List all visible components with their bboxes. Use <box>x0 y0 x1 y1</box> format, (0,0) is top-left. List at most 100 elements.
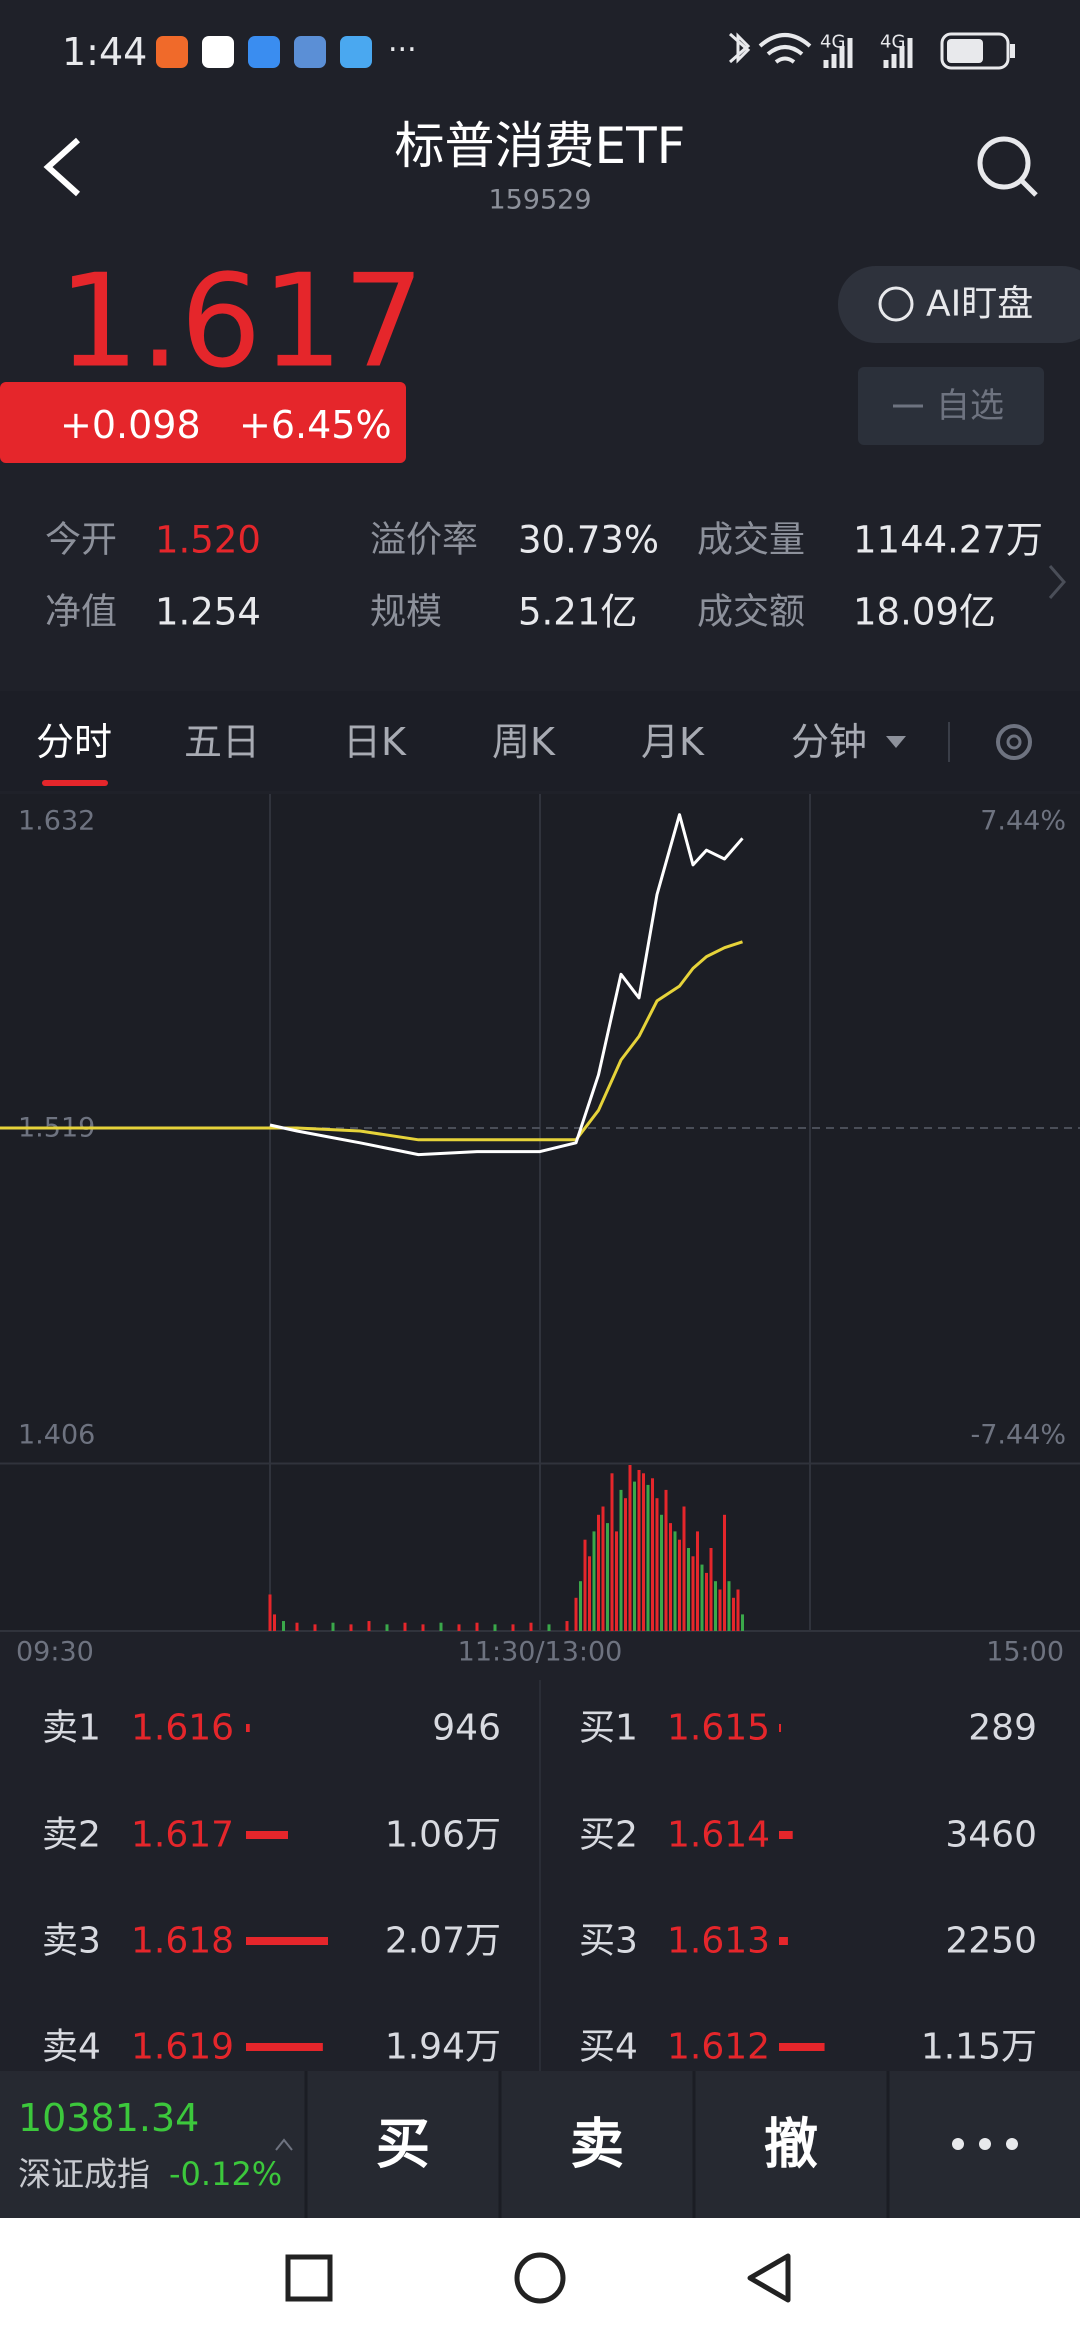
book-volume-bar <box>246 2043 323 2051</box>
volume-bar <box>691 1556 695 1631</box>
volume-bar <box>403 1622 407 1631</box>
volume-bar <box>655 1498 659 1631</box>
battery-tip <box>1010 44 1015 58</box>
watch-button[interactable]: 自选 <box>858 367 1044 445</box>
action-buttons: 买卖撤 <box>304 2071 890 2218</box>
dot <box>1006 2138 1018 2150</box>
action-button[interactable]: 卖 <box>570 2113 624 2176</box>
volume-bar <box>637 1469 641 1631</box>
ai-button-label: AI盯盘 <box>926 284 1033 325</box>
book-volume-bar <box>779 1831 793 1839</box>
action-button[interactable]: 撤 <box>764 2113 818 2176</box>
book-label: 卖3 <box>42 1921 101 1962</box>
volume-bar <box>597 1514 600 1631</box>
book-volume-bar <box>246 1831 288 1839</box>
book-price: 1.614 <box>667 1815 770 1856</box>
more-button[interactable] <box>952 2138 1018 2150</box>
stat-value: 1144.27万 <box>853 519 1043 562</box>
security-code: 159529 <box>488 185 591 216</box>
stat-label: 今开 <box>45 520 117 561</box>
book-volume: 3460 <box>945 1815 1037 1856</box>
volume-bar <box>592 1531 596 1631</box>
volume-bar <box>493 1624 497 1631</box>
stat-value: 1.520 <box>155 519 261 562</box>
tab[interactable]: 日K <box>343 720 407 764</box>
volume-bar <box>615 1531 618 1631</box>
y-tick-label: 1.632 <box>18 806 95 837</box>
expand-icon <box>275 2138 293 2151</box>
tab[interactable]: 五日 <box>184 720 260 764</box>
back-nav-button[interactable] <box>747 2253 791 2303</box>
app-icon <box>248 36 280 68</box>
volume-bar <box>741 1614 744 1631</box>
stat-value: 18.09亿 <box>853 591 996 634</box>
ai-icon <box>878 286 914 322</box>
x-tick-label: 11:30/13:00 <box>458 1637 623 1668</box>
volume-bar <box>475 1622 479 1631</box>
signal-icon <box>823 38 853 68</box>
volume-bar <box>669 1523 672 1631</box>
book-price: 1.612 <box>667 2027 770 2068</box>
home-button[interactable] <box>514 2252 566 2304</box>
expand-chevron[interactable] <box>1048 565 1066 599</box>
volume-bar <box>565 1621 569 1631</box>
stat-value: 1.254 <box>155 591 261 634</box>
status-more: ··· <box>388 33 417 68</box>
page-title: 标普消费ETF <box>395 117 686 175</box>
recents-button[interactable] <box>285 2254 333 2302</box>
volume-bar <box>651 1478 654 1631</box>
last-price: 1.617 <box>58 248 424 397</box>
search-button[interactable] <box>977 136 1038 197</box>
tabs: 分时 五日 日K 周K 月K 分钟 <box>36 720 867 764</box>
change-box <box>0 382 406 463</box>
battery-icon <box>940 32 1010 70</box>
index-name: 深证成指 <box>18 2155 150 2194</box>
tab[interactable]: 分时 <box>36 720 112 764</box>
index-change: -0.12% <box>169 2155 282 2193</box>
volume-bar <box>723 1514 726 1631</box>
dot <box>979 2138 991 2150</box>
series-line <box>269 813 744 1157</box>
tab[interactable]: 分钟 <box>791 720 867 764</box>
book-label: 买2 <box>579 1815 638 1856</box>
tab[interactable]: 月K <box>641 720 705 764</box>
app-icon <box>202 36 234 68</box>
volume-bar <box>714 1581 717 1631</box>
volume-bar <box>633 1481 636 1631</box>
volume-bar <box>610 1473 614 1631</box>
book-volume: 2.07万 <box>385 1921 501 1962</box>
volume-bar <box>705 1572 708 1631</box>
book-price: 1.613 <box>667 1921 770 1962</box>
volume-bar <box>718 1589 722 1631</box>
watch-button-bg <box>858 367 1044 445</box>
stat-value: 5.21亿 <box>518 591 637 634</box>
stat-value: 30.73% <box>518 519 659 562</box>
ai-button-bg <box>838 266 1080 343</box>
battery-level <box>947 39 983 63</box>
back-button[interactable] <box>43 137 81 197</box>
book-volume-bar <box>779 1937 788 1945</box>
volume-bar <box>282 1621 285 1631</box>
action-button[interactable]: 买 <box>376 2113 430 2176</box>
index-ticker[interactable]: 10381.34 深证成指 -0.12% <box>18 2096 293 2194</box>
volume-bar <box>331 1622 335 1631</box>
settings-button[interactable] <box>996 724 1032 760</box>
index-value: 10381.34 <box>18 2096 199 2140</box>
x-tick-label: 09:30 <box>16 1637 94 1668</box>
volume-bar <box>628 1465 632 1631</box>
volume-bar <box>678 1539 681 1631</box>
tab[interactable]: 周K <box>492 720 556 764</box>
volume-bar <box>682 1506 686 1631</box>
volume-bar <box>736 1589 740 1631</box>
app-icon <box>294 36 326 68</box>
volume-bar <box>687 1548 690 1631</box>
volume-bar <box>660 1514 663 1631</box>
book-volume: 1.94万 <box>385 2027 501 2068</box>
gear-icon <box>996 724 1032 760</box>
ai-button[interactable]: AI盯盘 <box>838 266 1080 343</box>
book-volume: 2250 <box>945 1921 1037 1962</box>
